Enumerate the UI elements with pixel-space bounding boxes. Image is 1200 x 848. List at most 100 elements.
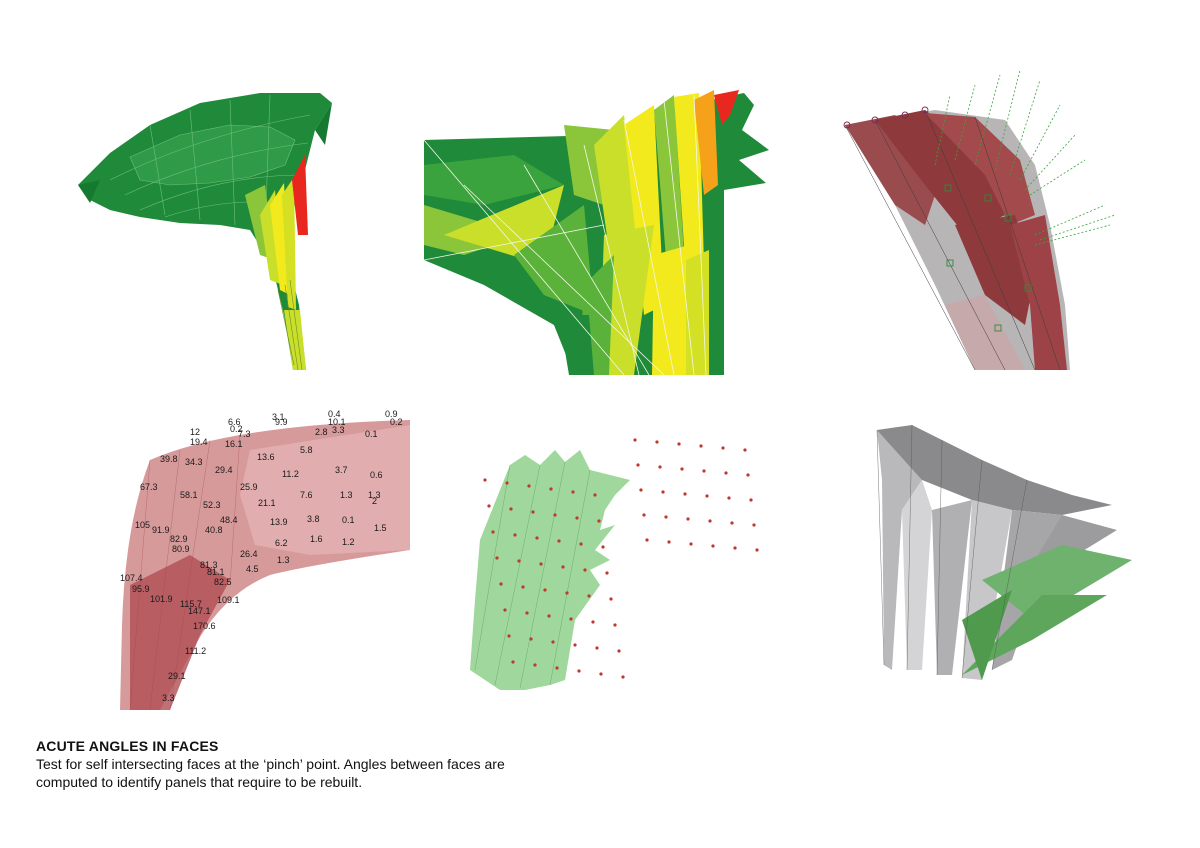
angle-label: 21.1 (258, 498, 276, 508)
face-marker (601, 545, 605, 549)
angle-label: 1.2 (342, 537, 355, 547)
face-marker (733, 546, 737, 550)
face-marker (535, 536, 539, 540)
angle-label: 0.2 (230, 424, 243, 434)
face-marker (711, 544, 715, 548)
face-marker (597, 519, 601, 523)
face-marker (699, 444, 703, 448)
angle-label: 91.9 (152, 525, 170, 535)
angle-label: 0.4 (328, 409, 341, 419)
angle-label: 5.8 (300, 445, 313, 455)
green-canopy-overview (70, 85, 345, 375)
face-marker (569, 617, 573, 621)
face-marker (593, 493, 597, 497)
face-marker (636, 463, 640, 467)
face-marker (730, 521, 734, 525)
angle-label: 95.9 (132, 584, 150, 594)
face-marker (555, 666, 559, 670)
face-marker (613, 623, 617, 627)
angle-label: 81.3 (200, 560, 218, 570)
face-marker (487, 504, 491, 508)
angle-label: 0.1 (365, 429, 378, 439)
face-marker (517, 559, 521, 563)
face-marker (743, 448, 747, 452)
face-marker (702, 469, 706, 473)
angle-label: 109.1 (217, 595, 240, 605)
caption: ACUTE ANGLES IN FACES Test for self inte… (36, 738, 506, 791)
red-faces-with-normals (835, 65, 1135, 375)
face-marker (721, 446, 725, 450)
green-face-markers-graphic (470, 438, 759, 690)
face-marker (633, 438, 637, 442)
face-marker (727, 496, 731, 500)
angle-label: 11.2 (282, 469, 299, 479)
face-marker (539, 562, 543, 566)
angle-label: 67.3 (140, 482, 158, 492)
face-marker (621, 675, 625, 679)
angle-label: 105 (135, 520, 150, 530)
green-canopy-detail-graphic (424, 85, 774, 375)
face-marker (509, 507, 513, 511)
angle-label: 80.9 (172, 544, 190, 554)
angle-label: 81.1 (207, 567, 225, 577)
gray-rebuilt-panels-graphic (876, 424, 1132, 680)
angle-label: 7.6 (300, 490, 313, 500)
face-marker (549, 487, 553, 491)
angle-label: 19.4 (190, 437, 208, 447)
face-marker (642, 513, 646, 517)
angle-label: 4.5 (246, 564, 259, 574)
angle-label: 3.7 (335, 465, 348, 475)
face-marker (617, 649, 621, 653)
red-faces-with-normals-graphic (843, 69, 1116, 371)
angle-label: 7.3 (238, 429, 251, 439)
face-marker (561, 565, 565, 569)
angle-label: 9.9 (275, 417, 288, 427)
face-marker (531, 510, 535, 514)
face-marker (577, 669, 581, 673)
green-canopy-detail (424, 85, 774, 375)
angle-label: 0.1 (342, 515, 355, 525)
face-marker (543, 588, 547, 592)
angle-label: 2.8 (315, 427, 328, 437)
face-marker (658, 465, 662, 469)
angle-label: 40.8 (205, 525, 223, 535)
face-marker (529, 637, 533, 641)
face-marker (565, 591, 569, 595)
angle-label: 147.1 (188, 606, 211, 616)
gray-rebuilt-panels (862, 420, 1137, 710)
face-marker (513, 533, 517, 537)
face-marker (605, 571, 609, 575)
angle-label: 16.1 (225, 439, 243, 449)
face-marker (527, 484, 531, 488)
face-marker (571, 490, 575, 494)
face-marker (551, 640, 555, 644)
angle-label: 82.5 (214, 577, 232, 587)
angle-label: 10.1 (328, 417, 346, 427)
angle-label: 1.3 (277, 555, 290, 565)
face-marker (683, 492, 687, 496)
face-marker (689, 542, 693, 546)
face-marker (525, 611, 529, 615)
caption-title: ACUTE ANGLES IN FACES (36, 738, 219, 754)
angle-label: 58.1 (180, 490, 198, 500)
angle-label: 3.3 (162, 693, 175, 703)
angle-label: 29.1 (168, 671, 186, 681)
angle-label: 82.9 (170, 534, 188, 544)
face-marker (752, 523, 756, 527)
face-marker (583, 568, 587, 572)
green-canopy-overview-graphic (78, 93, 332, 371)
face-marker (645, 538, 649, 542)
face-marker (553, 513, 557, 517)
face-marker (557, 539, 561, 543)
angle-label: 3.8 (307, 514, 320, 524)
face-marker (587, 594, 591, 598)
angle-label: 1.5 (374, 523, 387, 533)
green-face-markers (465, 420, 775, 715)
caption-body: Test for self intersecting faces at the … (36, 756, 505, 790)
angle-label: 3.3 (332, 425, 345, 435)
face-marker (667, 540, 671, 544)
angle-label: 13.9 (270, 517, 288, 527)
angle-label: 52.3 (203, 500, 221, 510)
face-marker (746, 473, 750, 477)
